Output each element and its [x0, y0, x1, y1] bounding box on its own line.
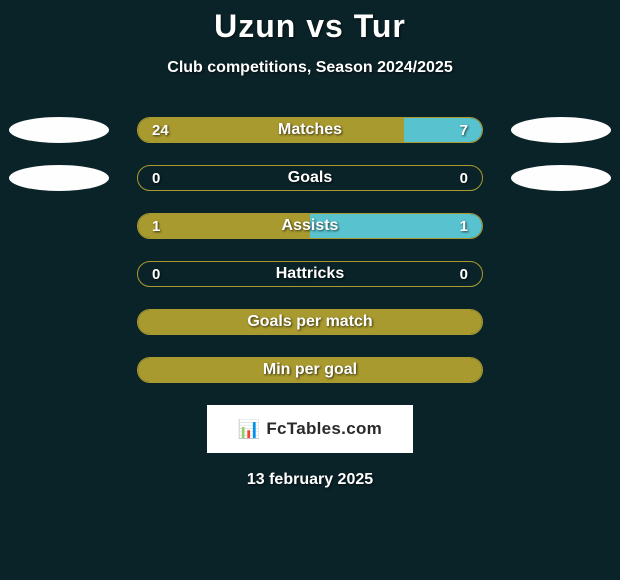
avatar-spacer — [9, 357, 109, 383]
brand-badge: 📊 FcTables.com — [207, 405, 413, 453]
avatar-spacer — [9, 213, 109, 239]
stat-row: 00Hattricks — [0, 261, 620, 287]
stat-bar: 247Matches — [137, 117, 483, 143]
stat-label: Goals per match — [138, 310, 482, 334]
stat-bar: 00Hattricks — [137, 261, 483, 287]
player-avatar-right — [511, 165, 611, 191]
subtitle: Club competitions, Season 2024/2025 — [0, 59, 620, 77]
chart-icon: 📊 — [238, 419, 260, 440]
stat-bar: Goals per match — [137, 309, 483, 335]
avatar-spacer — [9, 309, 109, 335]
stat-label: Goals — [138, 166, 482, 190]
avatar-spacer — [511, 357, 611, 383]
stat-bar: 11Assists — [137, 213, 483, 239]
player-avatar-left — [9, 165, 109, 191]
avatar-spacer — [511, 309, 611, 335]
stat-rows: 247Matches 00Goals 11Assists 00Hattricks Goa… — [0, 117, 620, 383]
brand-text: FcTables.com — [266, 419, 382, 439]
avatar-spacer — [511, 213, 611, 239]
stat-label: Hattricks — [138, 262, 482, 286]
avatar-spacer — [9, 261, 109, 287]
stat-label: Matches — [138, 118, 482, 142]
stat-row: Goals per match — [0, 309, 620, 335]
stat-row: 00Goals — [0, 165, 620, 191]
stat-row: 247Matches — [0, 117, 620, 143]
stat-label: Assists — [138, 214, 482, 238]
stat-bar: 00Goals — [137, 165, 483, 191]
comparison-infographic: Uzun vs Tur Club competitions, Season 20… — [0, 0, 620, 580]
page-title: Uzun vs Tur — [0, 8, 620, 45]
avatar-spacer — [511, 261, 611, 287]
date-label: 13 february 2025 — [0, 471, 620, 489]
player-avatar-right — [511, 117, 611, 143]
stat-bar: Min per goal — [137, 357, 483, 383]
stat-label: Min per goal — [138, 358, 482, 382]
player-avatar-left — [9, 117, 109, 143]
stat-row: 11Assists — [0, 213, 620, 239]
stat-row: Min per goal — [0, 357, 620, 383]
